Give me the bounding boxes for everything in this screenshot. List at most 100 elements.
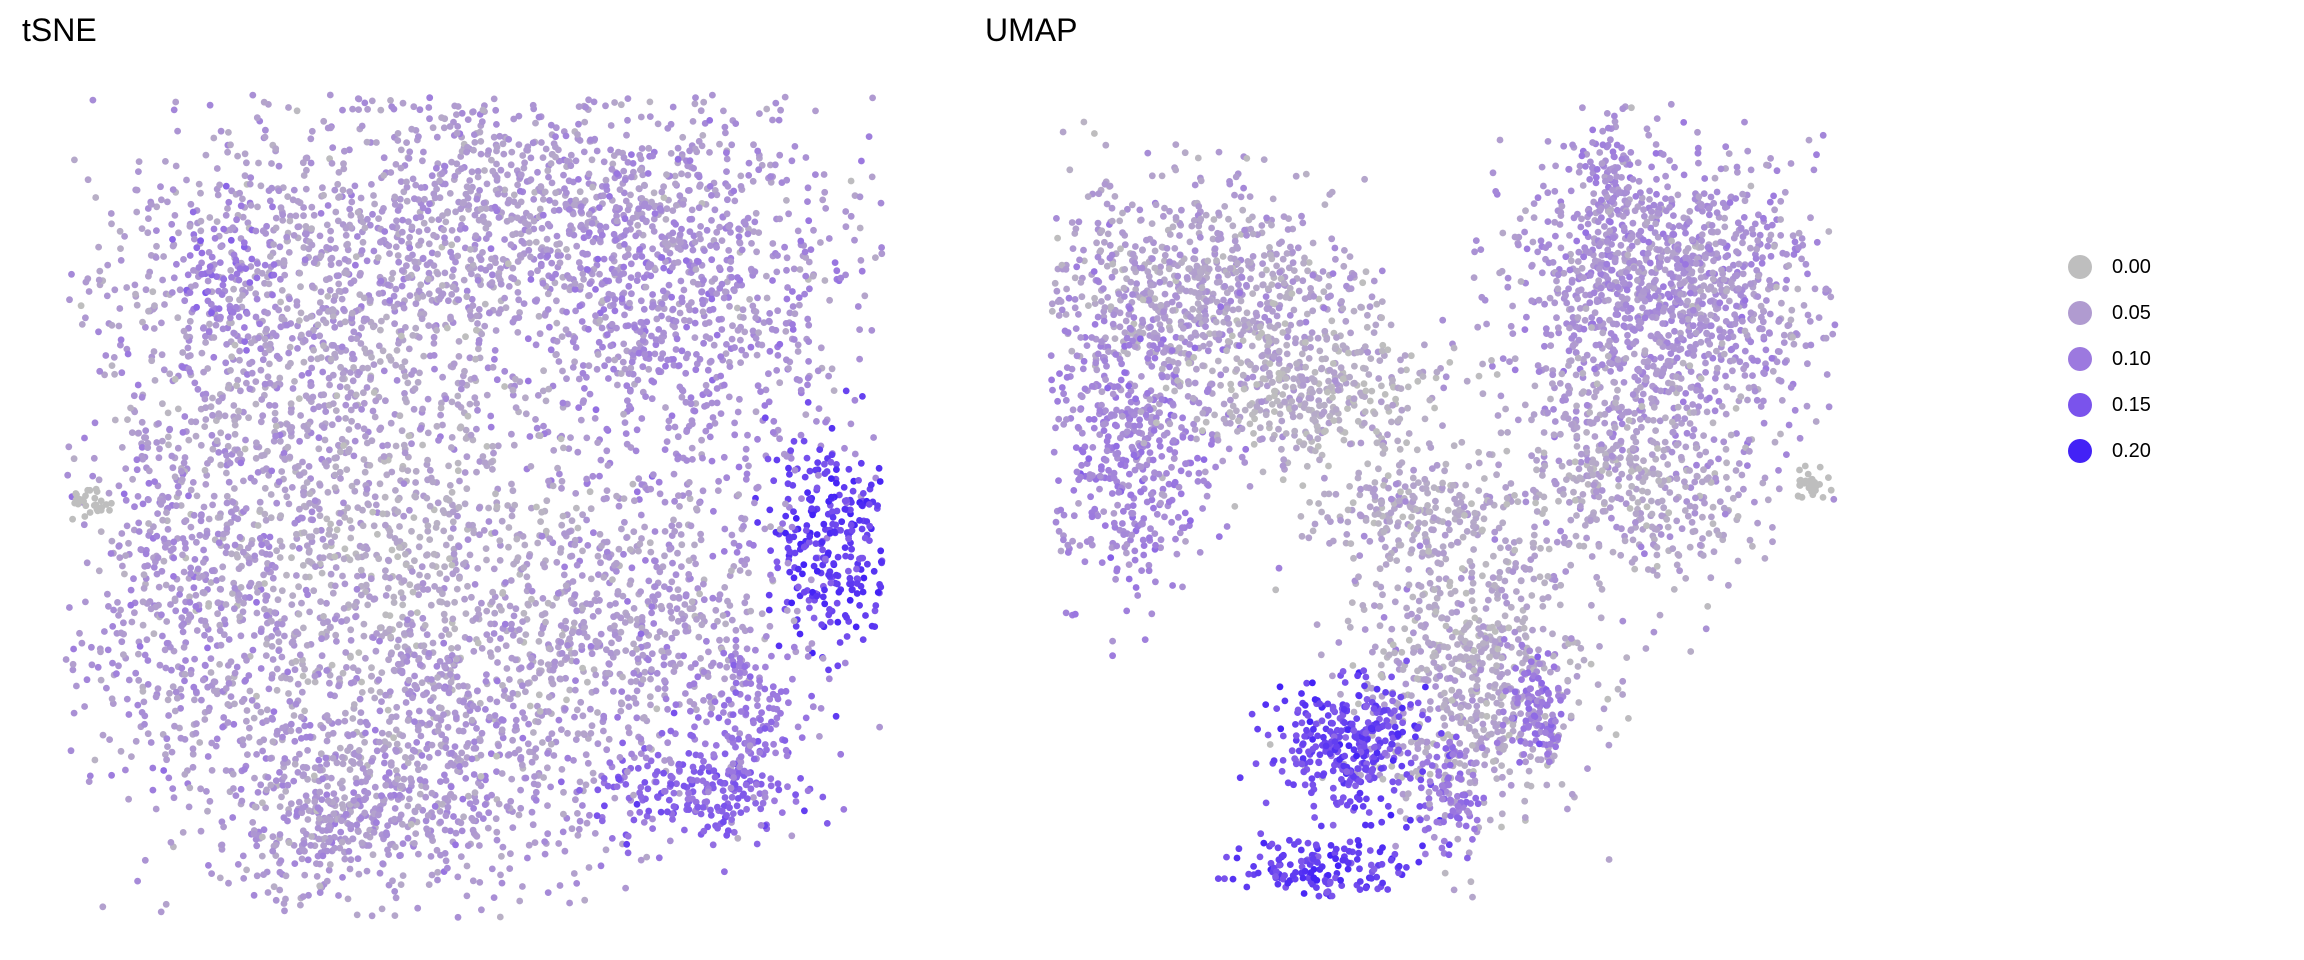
data-point: [491, 203, 499, 211]
data-point: [163, 735, 171, 743]
data-point: [675, 362, 683, 369]
data-point: [369, 323, 377, 331]
data-point: [493, 698, 501, 706]
data-point: [610, 230, 618, 238]
data-point: [553, 297, 560, 305]
data-point: [488, 598, 496, 606]
data-point: [155, 583, 163, 591]
data-point: [263, 706, 271, 714]
data-point: [516, 252, 524, 259]
data-point: [679, 387, 687, 395]
data-point: [429, 639, 437, 647]
data-point: [116, 554, 124, 561]
data-point: [364, 601, 372, 609]
data-point: [460, 276, 468, 284]
data-point: [396, 412, 404, 420]
data-point: [263, 325, 270, 333]
data-point: [500, 150, 508, 158]
data-point: [723, 149, 730, 157]
data-point: [439, 373, 446, 381]
data-point: [417, 732, 425, 740]
data-point: [168, 748, 176, 756]
data-point: [309, 516, 317, 524]
data-point: [468, 593, 475, 601]
data-point: [433, 846, 441, 854]
data-point: [400, 775, 408, 783]
data-point: [399, 820, 406, 828]
data-point: [292, 700, 300, 708]
data-point: [728, 141, 736, 149]
data-point: [272, 332, 280, 340]
data-point: [327, 539, 335, 546]
data-point: [509, 487, 517, 495]
data-point: [360, 620, 368, 628]
data-point: [619, 358, 627, 366]
data-point: [573, 706, 581, 714]
data-point: [108, 695, 116, 703]
data-point: [429, 478, 437, 486]
data-point: [526, 748, 533, 756]
data-point: [363, 257, 371, 265]
data-point: [593, 365, 601, 373]
data-point: [309, 393, 317, 401]
data-point: [471, 789, 479, 796]
data-point: [559, 512, 567, 520]
data-point: [854, 303, 862, 310]
data-point: [474, 406, 481, 414]
data-point: [547, 160, 555, 167]
data-point: [155, 420, 162, 427]
data-point: [670, 219, 678, 227]
data-point: [441, 663, 449, 671]
data-point: [790, 265, 798, 273]
data-point: [519, 533, 527, 540]
data-point: [202, 339, 210, 346]
data-point: [650, 301, 657, 309]
data-point: [450, 266, 457, 274]
data-point: [335, 892, 342, 899]
data-point: [138, 418, 146, 426]
data-point: [441, 234, 448, 242]
data-point: [317, 210, 325, 217]
data-point: [99, 731, 107, 739]
data-point: [716, 264, 723, 272]
data-point: [135, 168, 142, 176]
data-point: [369, 210, 376, 218]
data-point: [283, 493, 291, 501]
data-point: [499, 256, 507, 263]
data-point: [236, 347, 244, 355]
data-point: [663, 205, 671, 213]
data-point: [107, 550, 115, 557]
data-point: [270, 241, 277, 248]
data-point: [291, 464, 299, 471]
data-point: [408, 223, 416, 231]
data-point: [448, 434, 456, 441]
data-point: [344, 393, 352, 401]
data-point: [305, 463, 313, 470]
data-point: [373, 630, 380, 637]
data-point: [454, 913, 462, 921]
data-point: [419, 157, 426, 165]
data-point: [120, 490, 128, 498]
data-point: [240, 875, 248, 882]
data-point: [636, 246, 644, 253]
data-point: [538, 139, 545, 146]
data-point: [469, 302, 477, 309]
data-point: [492, 106, 500, 114]
data-point: [783, 266, 790, 274]
data-point: [567, 222, 574, 230]
data-point: [167, 601, 174, 608]
data-point: [426, 200, 433, 208]
data-point: [707, 242, 714, 250]
data-point: [329, 144, 337, 152]
data-point: [706, 149, 713, 156]
data-point: [124, 416, 131, 423]
data-point: [690, 164, 697, 172]
data-point: [96, 367, 104, 375]
data-point: [434, 674, 441, 681]
data-point: [354, 504, 362, 511]
data-point: [320, 619, 327, 627]
data-point: [209, 501, 217, 509]
data-point: [250, 714, 258, 722]
data-point: [408, 125, 416, 133]
data-point: [449, 508, 457, 516]
